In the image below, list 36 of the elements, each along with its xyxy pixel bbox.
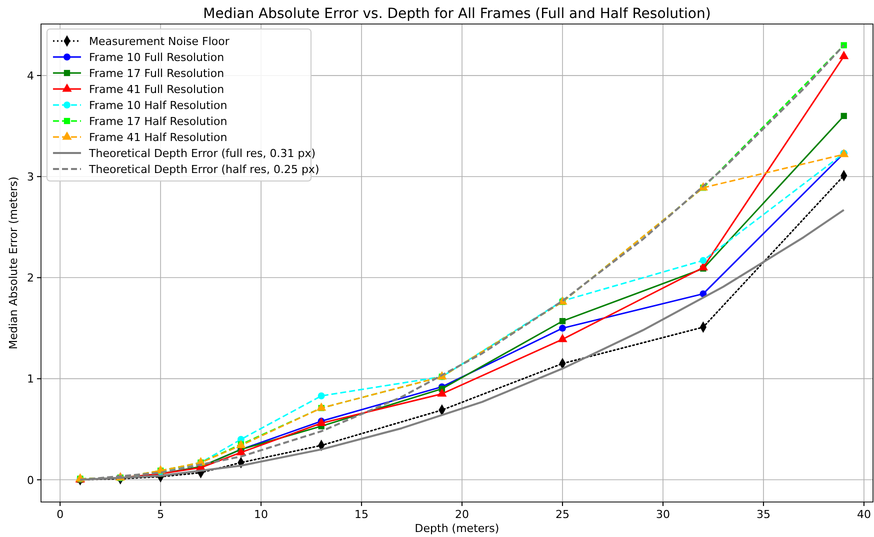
x-tick-label: 20 [455, 508, 470, 521]
legend-label: Measurement Noise Floor [89, 35, 230, 48]
legend-label: Frame 10 Full Resolution [89, 51, 224, 64]
legend-label: Frame 17 Half Resolution [89, 115, 228, 128]
y-tick-label: 0 [27, 474, 34, 487]
x-tick-label: 35 [756, 508, 770, 521]
legend-label: Theoretical Depth Error (full res, 0.31 px) [88, 147, 316, 160]
y-tick-label: 4 [27, 70, 34, 83]
y-tick-label: 1 [27, 372, 34, 386]
legend-label: Theoretical Depth Error (half res, 0.25 px) [88, 163, 320, 176]
point [559, 324, 566, 332]
x-axis-title: Depth (meters) [414, 522, 500, 535]
y-tick-label: 3 [27, 170, 34, 184]
x-tick-label: 0 [56, 508, 64, 521]
x-tick-label: 10 [254, 508, 268, 521]
y-tick-label: 2 [27, 272, 34, 285]
y-axis-title: Median Absolute Error (meters) [7, 176, 20, 350]
point [839, 50, 849, 60]
point [698, 262, 708, 270]
chart-title: Median Absolute Error vs. Depth for All Frames (Full and Half Resolution) [203, 6, 711, 22]
x-tick-label: 15 [354, 508, 369, 521]
point [437, 388, 447, 397]
legend-label: Frame 10 Half Resolution [89, 99, 228, 112]
point [559, 318, 566, 324]
x-tick-label: 40 [856, 508, 871, 521]
x-tick-label: 5 [157, 508, 164, 521]
legend-label: Frame 17 Full Resolution [89, 67, 224, 80]
point [700, 257, 707, 264]
point [318, 392, 325, 400]
point [558, 334, 568, 342]
legend-label: Frame 41 Half Resolution [89, 131, 228, 144]
x-tick-label: 30 [656, 508, 670, 521]
point [840, 112, 847, 120]
legend-label: Frame 41 Full Resolution [89, 83, 224, 96]
x-tick-label: 25 [556, 508, 570, 521]
point [316, 402, 326, 411]
